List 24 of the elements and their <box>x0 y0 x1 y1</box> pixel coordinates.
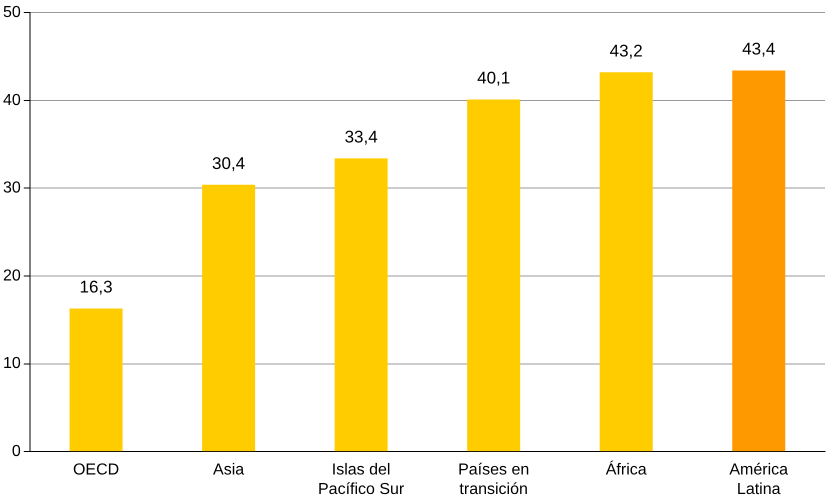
y-tick-label: 50 <box>3 4 21 22</box>
bar <box>600 72 653 452</box>
bar <box>202 184 256 452</box>
y-tick-label: 0 <box>12 443 21 460</box>
data-label: 30,4 <box>212 154 246 173</box>
x-tick-label: Islas del Pacífico Sur <box>318 462 405 498</box>
bar <box>334 158 388 452</box>
data-label: 33,4 <box>344 128 378 147</box>
bar <box>467 100 520 452</box>
x-tick-label: Asia <box>213 462 244 479</box>
y-tick-label: 20 <box>3 267 21 284</box>
bar <box>70 308 123 452</box>
x-tick-label: OECD <box>72 462 120 479</box>
y-tick-label: 10 <box>3 355 21 372</box>
x-tick-label: África <box>606 460 647 479</box>
y-tick-label: 30 <box>3 180 21 197</box>
data-label: 40,1 <box>477 68 510 88</box>
x-tick-label: Países en transición <box>458 462 530 498</box>
y-tick-label: 40 <box>3 92 21 109</box>
bar <box>732 70 786 452</box>
data-label: 43,4 <box>742 40 776 59</box>
data-label: 16,3 <box>80 278 113 297</box>
x-tick-label: América Latina <box>729 462 788 498</box>
data-label: 43,2 <box>610 41 643 60</box>
